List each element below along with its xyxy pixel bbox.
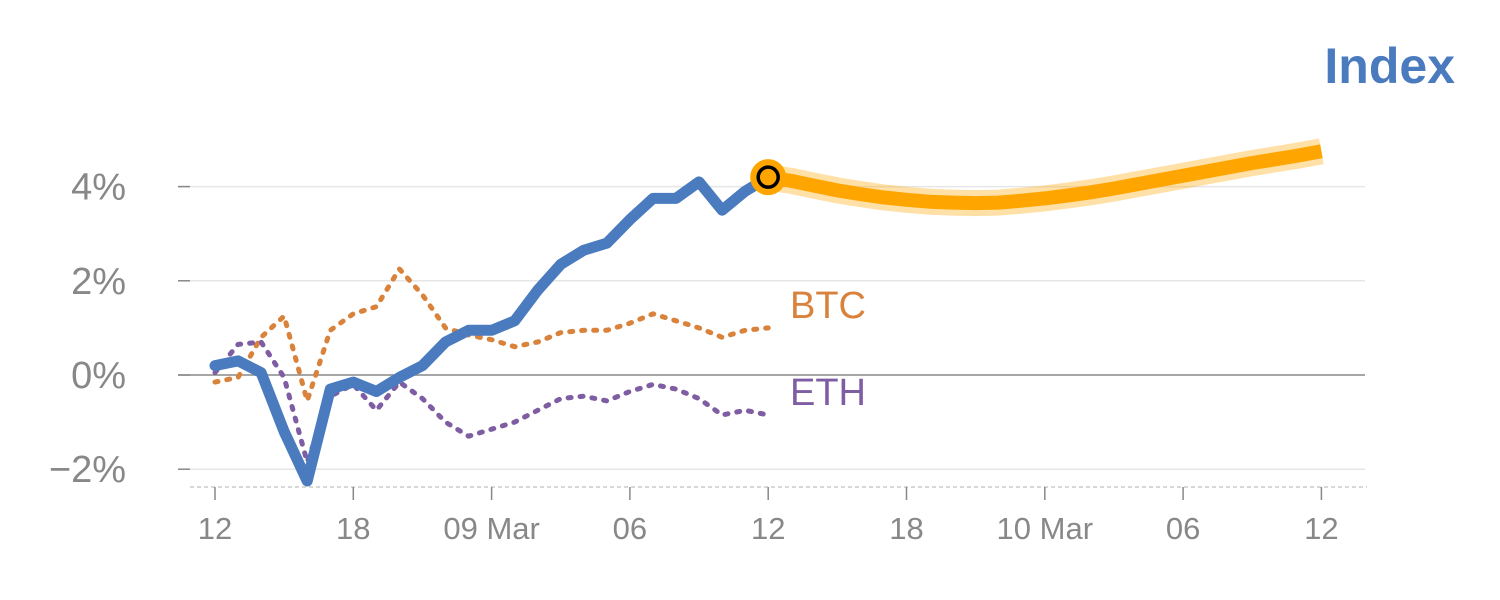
series-line-btc bbox=[212, 266, 771, 404]
x-tick-label: 12 bbox=[751, 511, 785, 546]
series-line-index bbox=[209, 171, 774, 487]
endpoint-marker bbox=[756, 165, 780, 189]
x-tick-label: 06 bbox=[1166, 511, 1200, 546]
x-tick-label: 10 Mar bbox=[997, 511, 1093, 546]
x-tick-label: 18 bbox=[336, 511, 370, 546]
series-line-forecast bbox=[767, 144, 1323, 211]
y-tick-label: 0% bbox=[71, 355, 126, 397]
x-tick-label: 12 bbox=[1304, 511, 1338, 546]
series-lines bbox=[209, 138, 1324, 487]
chart-title: Index bbox=[1324, 38, 1455, 94]
x-tick-label: 09 Mar bbox=[443, 511, 539, 546]
x-tick-label: 18 bbox=[889, 511, 923, 546]
series-labels: BTC ETH bbox=[790, 285, 866, 414]
series-label-eth: ETH bbox=[790, 372, 866, 414]
x-tick-label: 06 bbox=[613, 511, 647, 546]
series-label-btc: BTC bbox=[790, 285, 866, 327]
grid bbox=[178, 185, 1367, 488]
x-axis: 12 18 09 Mar 06 12 18 10 Mar 06 12 bbox=[198, 487, 1339, 546]
y-axis: 4% 2% 0% −2% bbox=[49, 167, 126, 492]
x-tick-label: 12 bbox=[198, 511, 232, 546]
y-tick-label: −2% bbox=[49, 449, 126, 491]
y-tick-label: 4% bbox=[71, 167, 126, 209]
y-tick-label: 2% bbox=[71, 261, 126, 303]
